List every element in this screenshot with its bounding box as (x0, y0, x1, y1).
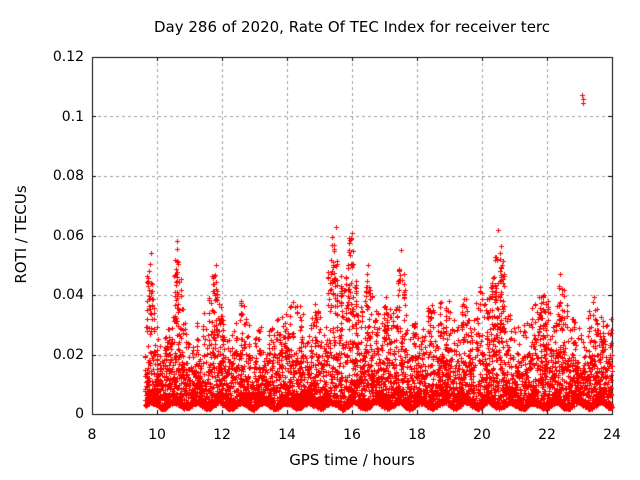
x-tick-label: 12 (213, 427, 231, 443)
x-tick-label: 22 (538, 427, 556, 443)
x-tick-label: 8 (87, 427, 97, 443)
x-axis-label: GPS time / hours (289, 451, 415, 469)
x-tick-label: 18 (408, 427, 426, 443)
x-tick-label: 14 (278, 427, 296, 443)
y-tick-label: 0.1 (61, 108, 84, 125)
y-tick-label: 0.02 (52, 346, 84, 363)
x-tick-label: 10 (148, 427, 166, 443)
x-tick-label: 20 (473, 427, 491, 443)
y-tick-label: 0.06 (52, 227, 84, 244)
y-tick-label: 0.12 (52, 49, 84, 65)
y-tick-label: 0.08 (52, 168, 84, 184)
y-tick-label: 0 (75, 406, 84, 422)
y-tick-label: 0.04 (52, 287, 84, 303)
x-tick-label: 16 (343, 427, 361, 443)
x-tick-label: 24 (603, 427, 621, 443)
chart-title: Day 286 of 2020, Rate Of TEC Index for r… (153, 18, 551, 36)
